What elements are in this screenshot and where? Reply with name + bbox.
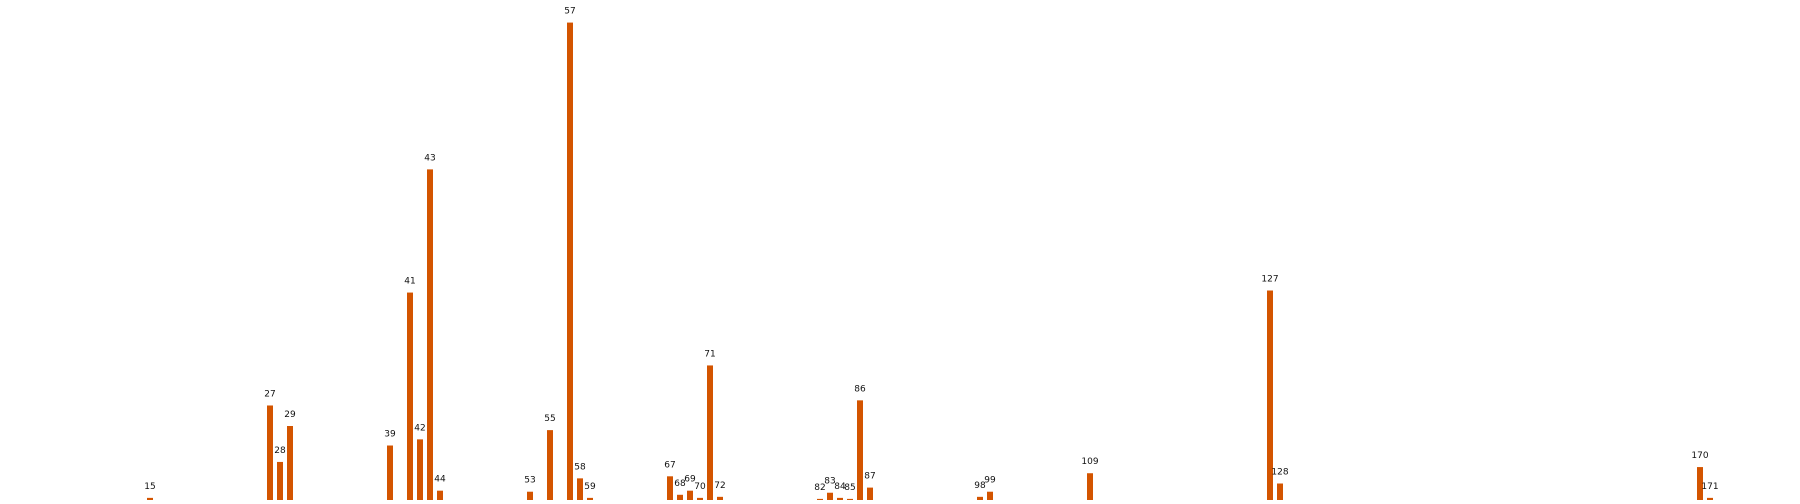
data-label-57: 57 — [564, 7, 575, 17]
data-label-44: 44 — [434, 475, 446, 485]
data-label-87: 87 — [864, 472, 875, 482]
data-label-41: 41 — [404, 277, 415, 287]
bar-53 — [527, 491, 533, 503]
data-label-43: 43 — [424, 153, 435, 163]
data-label-98: 98 — [974, 481, 986, 491]
bar-58 — [577, 478, 583, 503]
data-label-128: 128 — [1271, 468, 1288, 478]
data-label-71: 71 — [704, 349, 715, 359]
data-label-72: 72 — [714, 481, 725, 491]
bar-87 — [867, 487, 873, 503]
data-label-59: 59 — [584, 482, 596, 492]
data-label-83: 83 — [824, 477, 835, 487]
data-label-53: 53 — [524, 476, 535, 486]
bar-86 — [857, 400, 863, 503]
data-label-42: 42 — [414, 423, 425, 433]
data-label-58: 58 — [574, 462, 586, 472]
bar-68 — [677, 494, 683, 503]
bar-44 — [437, 490, 443, 503]
data-label-15: 15 — [144, 482, 155, 492]
data-label-39: 39 — [384, 430, 396, 440]
data-label-84: 84 — [834, 482, 846, 492]
bar-128 — [1277, 483, 1283, 503]
data-label-68: 68 — [674, 479, 686, 489]
data-label-55: 55 — [544, 414, 555, 424]
bar-127 — [1267, 290, 1273, 503]
bars-layer — [147, 22, 1713, 504]
data-label-109: 109 — [1081, 457, 1098, 467]
data-label-69: 69 — [684, 475, 696, 485]
bar-27 — [267, 405, 273, 503]
bar-41 — [407, 292, 413, 503]
bar-57 — [567, 22, 573, 504]
bar-170 — [1697, 467, 1703, 503]
bar-71 — [707, 365, 713, 503]
bar-109 — [1087, 473, 1093, 503]
data-label-99: 99 — [984, 476, 996, 486]
bar-99 — [987, 491, 993, 503]
data-label-29: 29 — [284, 410, 296, 420]
bar-39 — [387, 445, 393, 503]
data-label-127: 127 — [1261, 275, 1278, 285]
bar-28 — [277, 461, 283, 503]
data-label-28: 28 — [274, 446, 286, 456]
data-label-170: 170 — [1691, 451, 1708, 461]
bar-67 — [667, 476, 673, 503]
data-label-27: 27 — [264, 389, 275, 399]
bar-43 — [427, 169, 433, 503]
data-label-82: 82 — [814, 483, 825, 493]
data-label-86: 86 — [854, 384, 866, 394]
bar-29 — [287, 426, 293, 503]
bar-69 — [687, 490, 693, 503]
bar-55 — [547, 430, 553, 503]
bar-42 — [417, 439, 423, 503]
data-label-67: 67 — [664, 460, 675, 470]
bar-83 — [827, 492, 833, 503]
data-label-70: 70 — [694, 482, 706, 492]
data-label-171: 171 — [1701, 482, 1718, 492]
data-label-85: 85 — [844, 483, 855, 493]
